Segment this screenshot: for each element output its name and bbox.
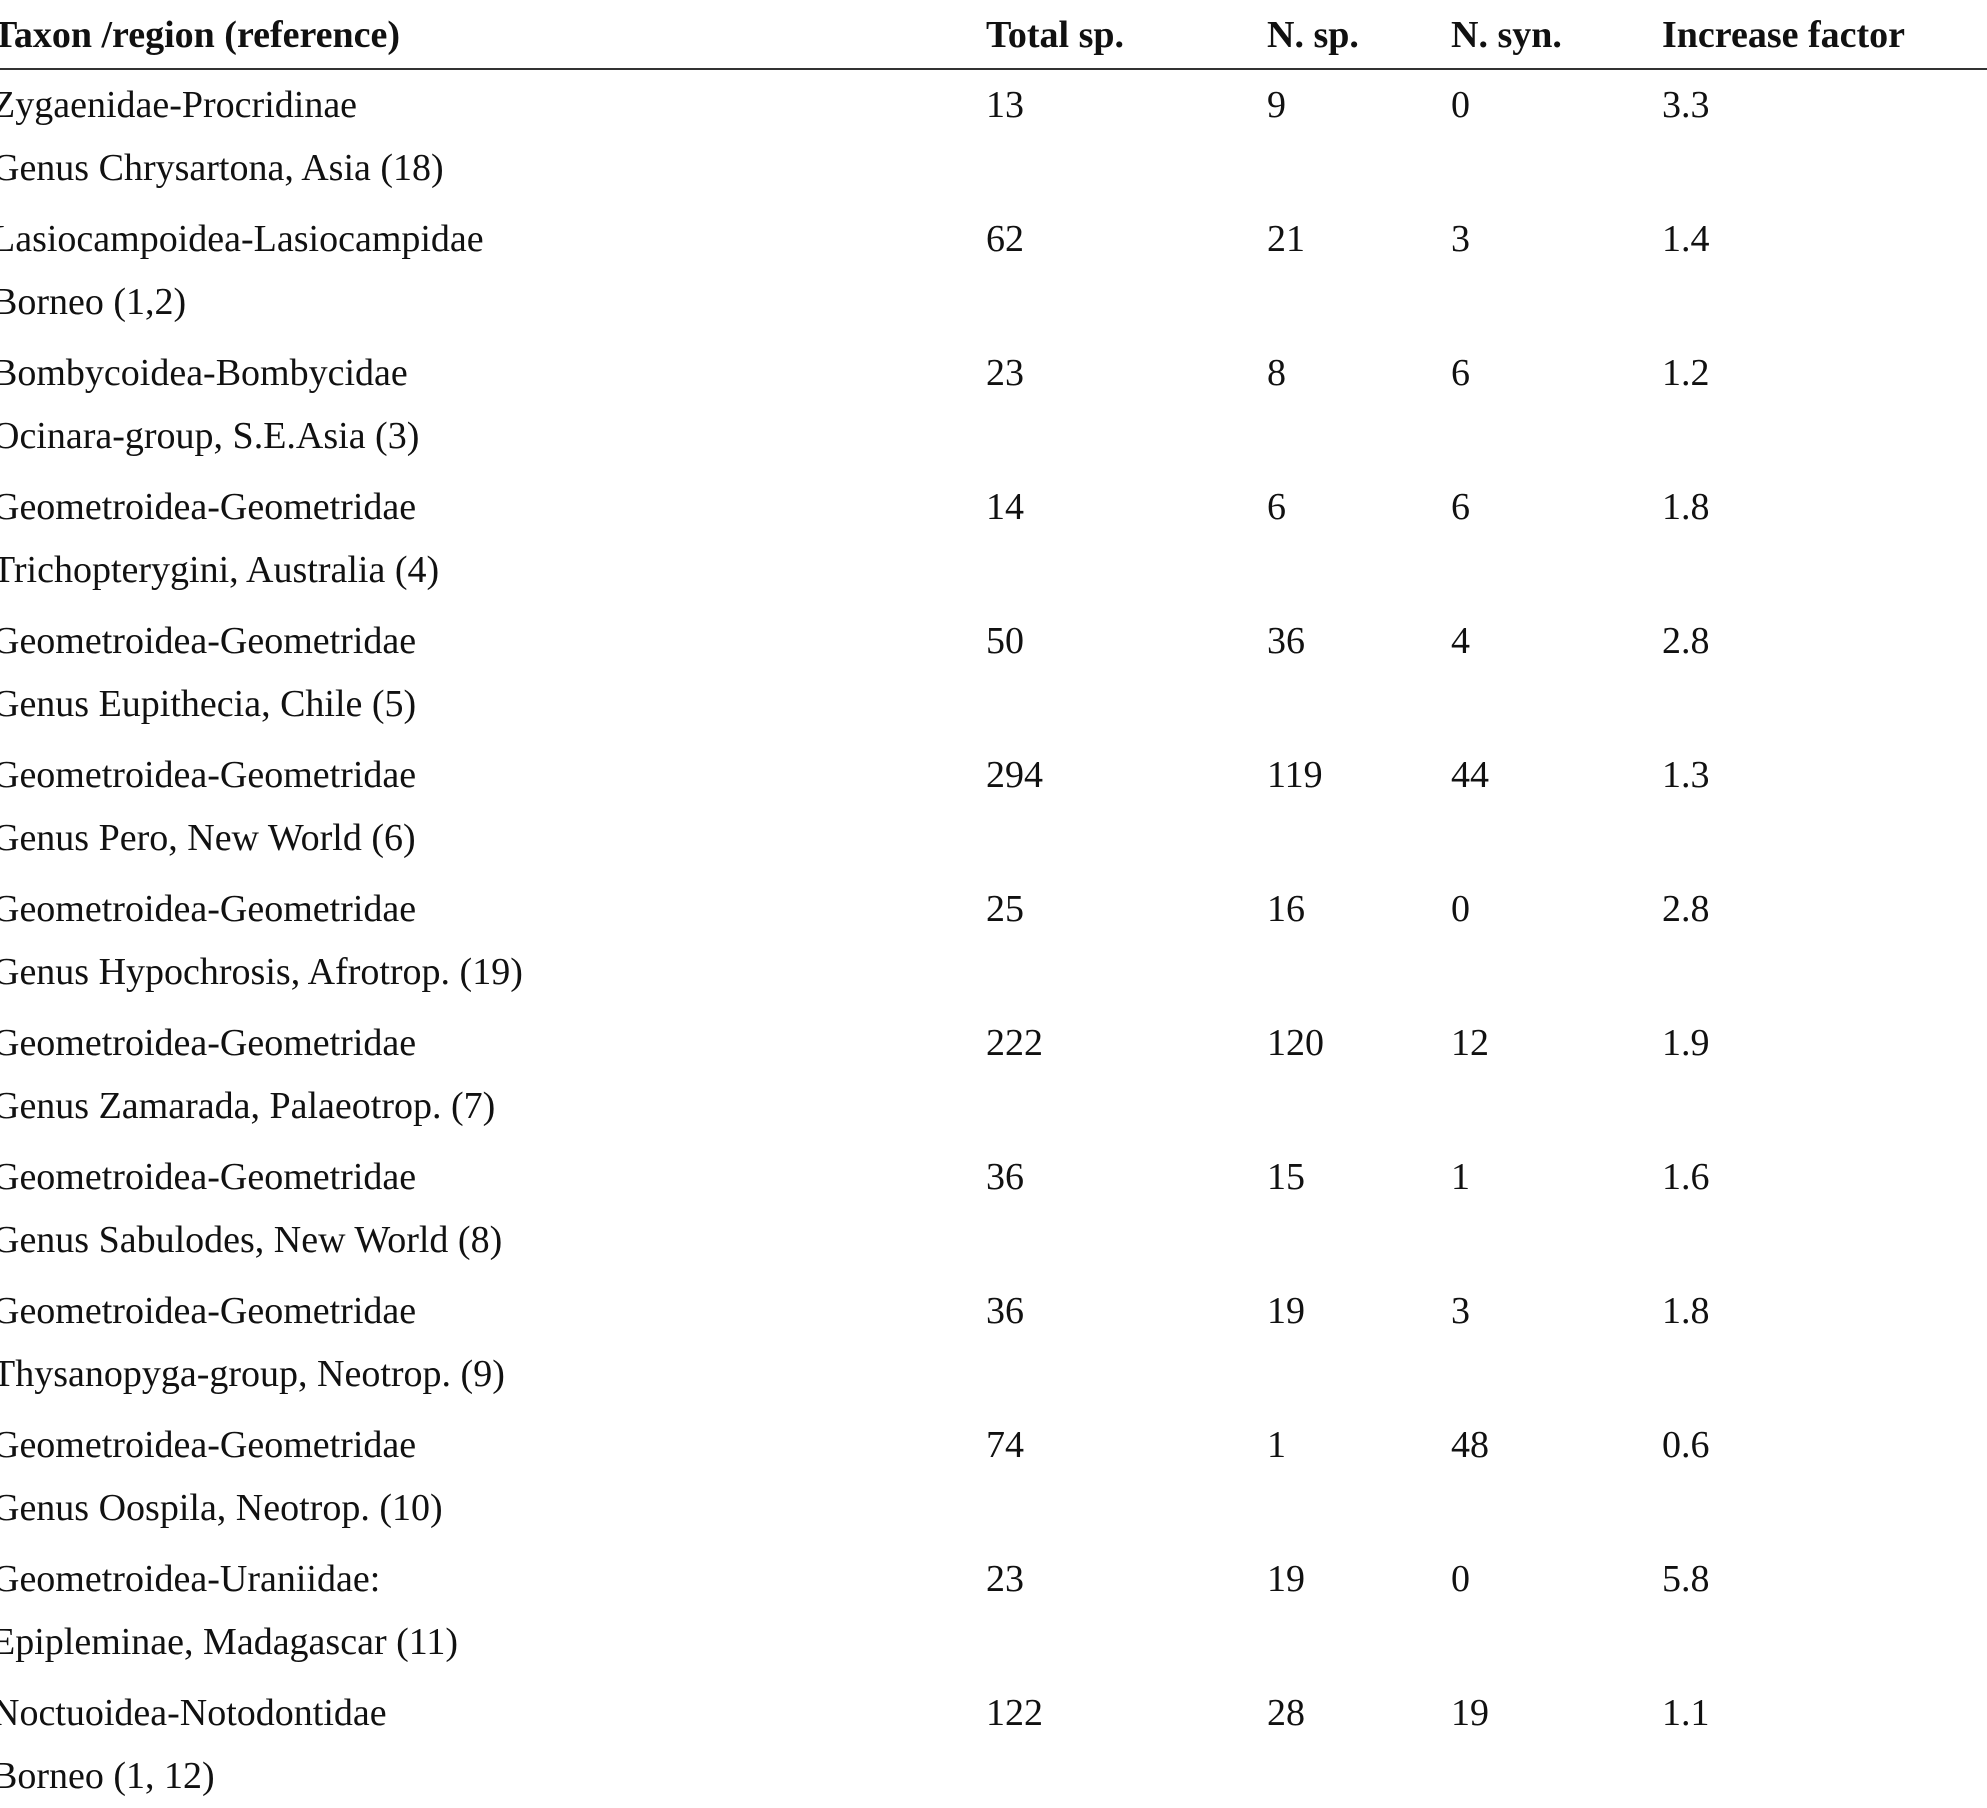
new-species: 6 [1267,486,1286,528]
new-species: 119 [1267,754,1323,796]
new-synonyms: 48 [1451,1424,1489,1466]
new-synonyms: 0 [1451,1558,1470,1600]
taxon-name: Zygaenidae-Procridinae [0,84,358,126]
total-species: 14 [986,486,1024,528]
total-species: 36 [986,1290,1024,1332]
taxon-name: Geometroidea-Geometridae [0,1290,417,1332]
total-species: 294 [986,754,1043,796]
new-species: 9 [1267,84,1286,126]
taxon-region: Trichopterygini, Australia (4) [0,549,440,591]
taxon-name: Bombycoidea-Bombycidae [0,352,408,394]
increase-factor: 5.8 [1662,1558,1710,1600]
total-species: 23 [986,1558,1024,1600]
taxon-region: Ocinara-group, S.E.Asia (3) [0,415,420,457]
increase-factor: 0.6 [1662,1424,1710,1466]
taxon-region: Genus Pero, New World (6) [0,817,416,859]
taxon-region: Genus Oospila, Neotrop. (10) [0,1487,443,1529]
new-synonyms: 6 [1451,486,1470,528]
new-synonyms: 0 [1451,84,1470,126]
new-species: 21 [1267,218,1305,260]
taxon-name: Geometroidea-Geometridae [0,486,417,528]
taxon-region: Genus Eupithecia, Chile (5) [0,683,417,725]
taxon-name: Noctuoidea-Notodontidae [0,1692,387,1734]
increase-factor: 1.8 [1662,1290,1710,1332]
taxon-name: Geometroidea-Geometridae [0,620,417,662]
taxon-name: Geometroidea-Uraniidae: [0,1558,381,1600]
increase-factor: 1.3 [1662,754,1710,796]
column-header: Taxon /region (reference) [0,14,401,56]
increase-factor: 1.4 [1662,218,1710,260]
total-species: 36 [986,1156,1024,1198]
taxon-region: Genus Zamarada, Palaeotrop. (7) [0,1085,496,1127]
increase-factor: 1.6 [1662,1156,1710,1198]
taxon-name: Geometroidea-Geometridae [0,1156,417,1198]
total-species: 50 [986,620,1024,662]
new-species: 1 [1267,1424,1286,1466]
increase-factor: 3.3 [1662,84,1710,126]
increase-factor: 1.2 [1662,352,1710,394]
column-header: N. syn. [1451,14,1562,56]
new-synonyms: 6 [1451,352,1470,394]
new-species: 19 [1267,1558,1305,1600]
increase-factor: 2.8 [1662,620,1710,662]
header-rule [0,68,1987,70]
new-species: 15 [1267,1156,1305,1198]
column-header: Increase factor [1662,14,1906,56]
taxon-region: Genus Hypochrosis, Afrotrop. (19) [0,951,523,993]
taxon-name: Geometroidea-Geometridae [0,754,417,796]
total-species: 25 [986,888,1024,930]
new-species: 28 [1267,1692,1305,1734]
total-species: 13 [986,84,1024,126]
new-species: 120 [1267,1022,1324,1064]
taxon-region: Thysanopyga-group, Neotrop. (9) [0,1353,505,1395]
new-species: 19 [1267,1290,1305,1332]
new-species: 8 [1267,352,1286,394]
taxon-name: Geometroidea-Geometridae [0,1022,417,1064]
taxon-region: Epipleminae, Madagascar (11) [0,1621,459,1663]
column-header: Total sp. [986,14,1124,56]
column-header: N. sp. [1267,14,1359,56]
new-synonyms: 3 [1451,218,1470,260]
total-species: 62 [986,218,1024,260]
increase-factor: 1.8 [1662,486,1710,528]
taxon-region: Borneo (1,2) [0,281,187,323]
taxon-name: Geometroidea-Geometridae [0,1424,417,1466]
taxon-region: Genus Sabulodes, New World (8) [0,1219,503,1261]
taxon-name: Geometroidea-Geometridae [0,888,417,930]
increase-factor: 1.1 [1662,1692,1710,1734]
new-synonyms: 3 [1451,1290,1470,1332]
new-synonyms: 19 [1451,1692,1489,1734]
new-synonyms: 4 [1451,620,1470,662]
increase-factor: 1.9 [1662,1022,1710,1064]
total-species: 74 [986,1424,1024,1466]
total-species: 122 [986,1692,1043,1734]
new-species: 16 [1267,888,1305,930]
new-synonyms: 44 [1451,754,1489,796]
total-species: 222 [986,1022,1043,1064]
taxon-region: Genus Chrysartona, Asia (18) [0,147,444,189]
taxon-region: Borneo (1, 12) [0,1755,215,1797]
new-synonyms: 0 [1451,888,1470,930]
increase-factor: 2.8 [1662,888,1710,930]
taxon-name: Lasiocampoidea-Lasiocampidae [0,218,484,260]
total-species: 23 [986,352,1024,394]
new-synonyms: 1 [1451,1156,1470,1198]
new-species: 36 [1267,620,1305,662]
new-synonyms: 12 [1451,1022,1489,1064]
